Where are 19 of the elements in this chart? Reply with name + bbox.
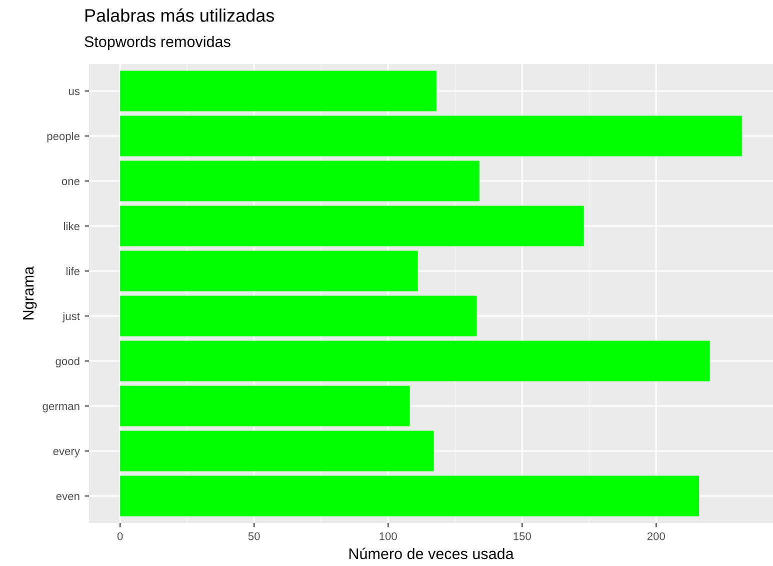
y-tick-label: like <box>64 222 80 230</box>
y-axis-title: Ngrama <box>23 266 37 320</box>
x-tick-label: 150 <box>514 532 531 540</box>
x-tick-label: 50 <box>248 532 260 540</box>
y-tick-label: just <box>62 312 80 322</box>
x-axis-title: Número de veces usada <box>349 548 514 560</box>
x-tick-label: 100 <box>380 532 397 540</box>
y-tick-label: life <box>66 266 80 276</box>
y-tick-label: one <box>62 179 80 186</box>
y-tick-label: german <box>42 404 80 412</box>
y-tick-label: people <box>47 132 80 142</box>
y-tick-label: good <box>56 356 80 368</box>
y-tick-label: us <box>68 89 80 96</box>
x-tick-label: 0 <box>117 532 123 540</box>
chart-subtitle: Stopwords removidas <box>84 36 230 50</box>
x-tick-label: 200 <box>647 532 665 540</box>
y-tick-label: even <box>56 494 80 500</box>
y-tick-label: every <box>53 449 80 458</box>
chart-title: Palabras más utilizadas <box>85 8 274 22</box>
